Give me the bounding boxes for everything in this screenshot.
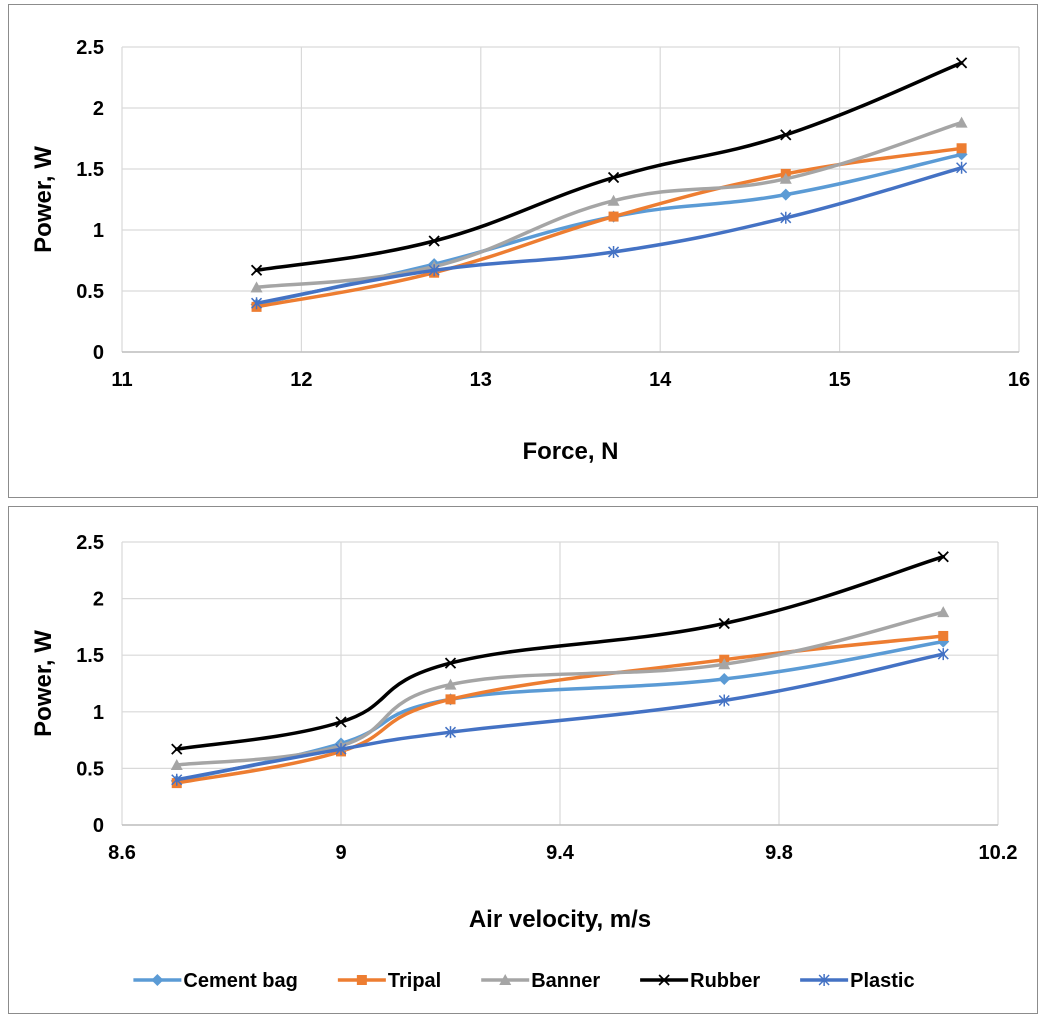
force-chart-y-axis-title: Power, W <box>30 146 57 253</box>
force-chart-x-tick-label: 11 <box>111 369 132 391</box>
force-chart-rubber-line <box>254 61 964 273</box>
velocity-chart-plastic-point <box>718 694 730 707</box>
legend-item-plastic: Plastic <box>800 970 915 992</box>
velocity-chart-plastic-point <box>335 743 347 756</box>
velocity-chart-x-tick-label: 9.4 <box>546 842 575 864</box>
legend-label-banner: Banner <box>531 970 600 992</box>
legend-marker-cement-bag <box>151 974 164 986</box>
velocity-chart-y-tick-label: 2 <box>93 589 104 611</box>
legend-label-tripal: Tripal <box>388 970 441 992</box>
velocity-chart-plastic-point <box>937 648 949 661</box>
force-chart-rubber-point <box>250 264 263 276</box>
force-chart-gridlines <box>121 46 1020 353</box>
force-chart-plastic-point <box>428 264 440 277</box>
velocity-power-chart: 0 0.5 1 1.5 2 2.5 8.6 9 9.4 9.8 10.2 Air velocity, … <box>30 532 1018 992</box>
velocity-chart-tripal-point <box>445 694 456 705</box>
force-chart-plastic-point <box>780 211 792 224</box>
legend-marker-banner <box>499 974 512 985</box>
velocity-chart-plastic-point <box>171 773 183 786</box>
velocity-chart-banner-point <box>718 658 731 670</box>
force-chart-banner-point <box>779 172 792 184</box>
legend-marker-rubber <box>658 974 670 986</box>
force-chart-y-tick-label: 0 <box>93 342 104 364</box>
force-chart-y-tick-label: 1.5 <box>76 159 104 181</box>
force-chart-plastic-line <box>254 166 964 305</box>
velocity-chart-x-tick-label: 8.6 <box>108 842 136 864</box>
velocity-chart-x-tick-label: 9.8 <box>765 842 793 864</box>
force-chart-series-plastic <box>251 161 968 310</box>
force-chart-banner-point <box>955 116 968 128</box>
velocity-chart-banner-point <box>170 759 183 771</box>
force-chart-rubber-point <box>780 129 792 141</box>
velocity-chart-tripal-point <box>938 630 949 641</box>
force-chart-x-tick-label: 12 <box>290 369 312 391</box>
velocity-chart-x-tick-label: 10.2 <box>979 842 1018 864</box>
force-chart-y-tick-label: 2.5 <box>76 37 104 59</box>
velocity-chart-y-axis-title: Power, W <box>30 630 57 737</box>
velocity-chart-y-tick-label: 2.5 <box>76 532 104 554</box>
velocity-chart-x-tick-label: 9 <box>335 842 346 864</box>
velocity-chart-rubber-point <box>444 657 457 669</box>
velocity-chart-cement-bag-point <box>718 672 731 685</box>
legend-marker-plastic <box>818 974 830 986</box>
force-chart-banner-point <box>250 281 263 293</box>
force-chart-tripal-point <box>608 211 619 222</box>
force-power-chart: 0 0.5 1 1.5 2 2.5 11 12 13 14 15 16 Force, N Power, W <box>30 37 1030 465</box>
force-chart-rubber-point <box>428 235 440 247</box>
velocity-chart-banner-point <box>444 678 457 690</box>
velocity-chart-rubber-point <box>937 551 949 563</box>
legend-item-tripal: Tripal <box>337 970 441 992</box>
force-chart-x-tick-label: 13 <box>470 369 492 391</box>
force-chart-x-axis-title: Force, N <box>522 438 618 465</box>
velocity-chart-x-axis-title: Air velocity, m/s <box>469 906 651 933</box>
force-chart-plastic-point <box>608 245 620 258</box>
velocity-chart-cement-bag-point <box>937 635 950 648</box>
velocity-chart-banner-line <box>175 610 946 767</box>
legend-label-rubber: Rubber <box>690 970 760 992</box>
velocity-chart-banner-point <box>937 606 950 618</box>
velocity-chart-y-tick-label: 1.5 <box>76 645 104 667</box>
velocity-chart-series-rubber <box>171 551 949 755</box>
force-chart-x-tick-label: 14 <box>649 369 672 391</box>
force-chart-rubber-point <box>607 171 620 184</box>
force-chart-cement-bag-point <box>779 188 792 201</box>
force-chart-x-tick-label: 15 <box>828 369 850 391</box>
force-chart-y-tick-label: 1 <box>93 220 104 242</box>
velocity-chart-plastic-point <box>444 726 457 739</box>
legend-item-rubber: Rubber <box>640 970 760 992</box>
velocity-chart-y-tick-label: 1 <box>93 702 104 724</box>
velocity-power-chart-panel: 0 0.5 1 1.5 2 2.5 8.6 9 9.4 9.8 10.2 Air velocity, … <box>8 506 1038 1014</box>
velocity-chart-y-tick-label: 0.5 <box>76 758 104 780</box>
velocity-chart-rubber-point <box>335 716 347 728</box>
velocity-chart-plastic-line <box>175 652 946 782</box>
force-chart-rubber-point <box>955 57 968 69</box>
force-chart-banner-point <box>607 194 620 206</box>
force-chart-tripal-point <box>956 143 967 154</box>
force-chart-series-rubber <box>250 57 968 276</box>
velocity-chart-rubber-line <box>175 554 946 751</box>
force-chart-x-tick-label: 16 <box>1008 369 1030 391</box>
force-power-chart-panel: 0 0.5 1 1.5 2 2.5 11 12 13 14 15 16 Force, N Power, W <box>8 4 1038 498</box>
force-chart-plastic-point <box>251 297 263 310</box>
chart-legend: Cement bag Tripal Banner Rubber Plastic <box>133 970 915 992</box>
legend-item-cement-bag: Cement bag <box>133 970 298 992</box>
legend-item-banner: Banner <box>481 970 600 992</box>
velocity-chart-rubber-point <box>171 743 183 755</box>
force-chart-plastic-point <box>956 161 968 174</box>
velocity-chart-rubber-point <box>718 617 730 630</box>
legend-marker-tripal <box>356 975 367 985</box>
velocity-chart-series-plastic <box>171 648 949 786</box>
legend-label-cement-bag: Cement bag <box>183 970 297 992</box>
force-chart-series-banner <box>250 116 968 293</box>
legend-label-plastic: Plastic <box>850 970 914 992</box>
velocity-chart-y-tick-label: 0 <box>93 815 104 837</box>
force-chart-y-tick-label: 2 <box>93 98 104 120</box>
velocity-chart-tripal-line <box>175 634 946 785</box>
force-chart-y-tick-label: 0.5 <box>76 281 104 303</box>
